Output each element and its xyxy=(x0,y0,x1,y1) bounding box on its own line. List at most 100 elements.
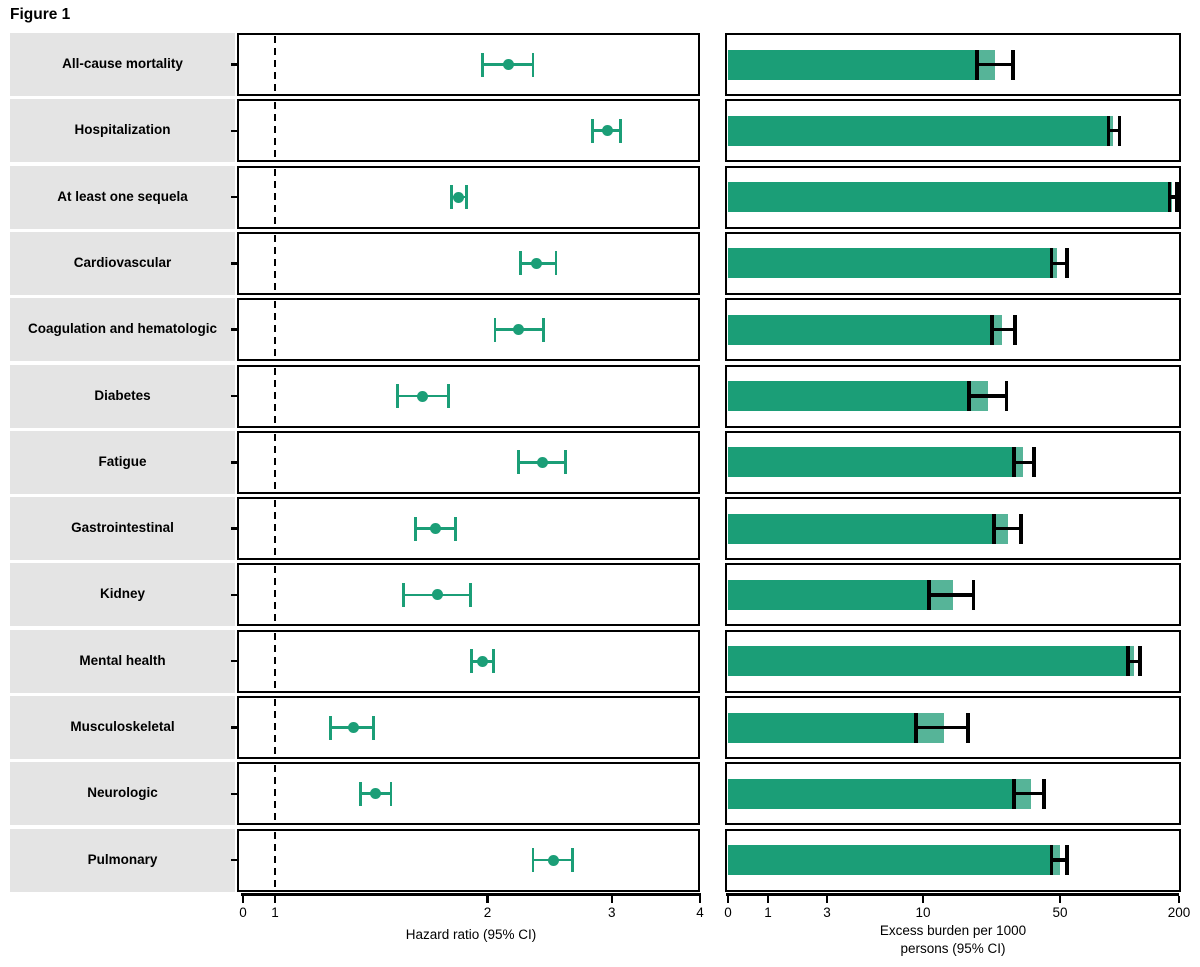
hr-panel-row xyxy=(237,430,700,494)
burden-ci-cap-left xyxy=(975,49,980,80)
hr-reference-line xyxy=(273,632,277,690)
hr-panel-row xyxy=(237,165,700,229)
row-axis-tick xyxy=(231,262,240,265)
outcome-label: Diabetes xyxy=(10,364,235,428)
hr-panel-row xyxy=(237,298,700,362)
burden-ci-cap-right xyxy=(1117,115,1122,146)
burden-ci-cap-left xyxy=(926,579,931,610)
row-axis-tick xyxy=(231,63,240,66)
burden-ci-cap-right xyxy=(971,579,976,610)
burden-axis-tick-label: 0 xyxy=(724,905,732,920)
burden-bar xyxy=(728,778,1031,809)
hr-ci-cap-left xyxy=(358,781,362,806)
hr-axis-tick xyxy=(610,895,614,903)
hr-ci-cap-right xyxy=(541,317,545,342)
burden-ci-cap-right xyxy=(1013,314,1017,345)
burden-axis-title: Excess burden per 1000 persons (95% CI) xyxy=(753,922,1153,957)
hr-ci-cap-right xyxy=(446,384,450,408)
burden-ci-cap-left xyxy=(1012,778,1017,809)
burden-axis-title-line2: persons (95% CI) xyxy=(900,940,1006,956)
row-axis-tick xyxy=(231,858,240,862)
hr-ci-cap-left xyxy=(481,52,485,77)
hr-point-marker xyxy=(430,523,442,535)
burden-bar xyxy=(728,381,989,411)
hr-ci-cap-left xyxy=(329,715,333,740)
outcome-label: Cardiovascular xyxy=(10,231,235,295)
burden-ci-cap-left xyxy=(1125,646,1130,677)
burden-bar xyxy=(728,712,944,743)
hr-panel-row xyxy=(237,364,700,428)
hr-point-marker xyxy=(547,854,559,866)
row-axis-tick xyxy=(231,726,240,729)
hr-panel-row xyxy=(237,497,700,561)
hr-ci-cap-left xyxy=(395,384,399,408)
hr-reference-line xyxy=(273,566,277,624)
burden-axis-tick-label: 3 xyxy=(823,905,831,920)
burden-ci-cap-right xyxy=(1065,845,1070,876)
burden-bar xyxy=(728,248,1058,279)
hr-panel-row xyxy=(237,828,700,892)
hr-ci-cap-left xyxy=(516,450,520,475)
hr-reference-line xyxy=(273,301,277,359)
hr-ci-cap-right xyxy=(571,848,574,873)
hr-ci-cap-right xyxy=(372,715,376,740)
hr-axis-line xyxy=(241,893,701,896)
burden-axis-tick xyxy=(766,895,770,903)
outcome-label: Musculoskeletal xyxy=(10,696,235,759)
hr-axis-tick-label: 0 xyxy=(239,905,247,920)
burden-ci-cap-right xyxy=(1042,778,1047,809)
burden-ci-cap-left xyxy=(1049,248,1054,279)
burden-axis-tick xyxy=(1058,895,1062,903)
burden-ci-cap-right xyxy=(1032,447,1036,478)
outcome-label: Pulmonary xyxy=(10,828,235,892)
hr-ci-cap-left xyxy=(413,516,417,541)
hr-panel-row xyxy=(237,231,700,295)
burden-axis-tick-label: 50 xyxy=(1052,905,1068,920)
hr-axis-tick-label: 2 xyxy=(483,905,492,920)
hr-panel-row xyxy=(237,629,700,693)
burden-bar xyxy=(728,447,1024,478)
hr-ci-cap-left xyxy=(401,582,405,607)
burden-bar xyxy=(728,845,1060,876)
outcome-label: At least one sequela xyxy=(10,165,235,229)
burden-ci-line xyxy=(1051,261,1067,266)
hr-reference-line xyxy=(273,234,277,292)
burden-ci-line xyxy=(916,725,969,730)
hr-point-marker xyxy=(477,655,489,667)
burden-ci-line xyxy=(928,593,974,597)
hr-ci-cap-left xyxy=(450,185,454,210)
hr-axis-title: Hazard ratio (95% CI) xyxy=(405,927,537,942)
hr-point-marker xyxy=(417,390,429,402)
hr-point-marker xyxy=(347,722,359,733)
burden-axis-tick xyxy=(825,895,829,903)
burden-ci-cap-left xyxy=(989,314,994,345)
burden-bar xyxy=(728,579,953,610)
burden-ci-cap-left xyxy=(1049,845,1054,876)
hr-reference-line xyxy=(273,36,277,93)
hr-reference-line xyxy=(273,367,277,425)
hr-ci-cap-right xyxy=(619,118,623,143)
hr-point-marker xyxy=(502,59,514,70)
hr-axis-tick xyxy=(698,895,702,903)
hr-axis-tick xyxy=(241,895,245,903)
outcome-label: Mental health xyxy=(10,629,235,693)
outcome-label: Gastrointestinal xyxy=(10,497,235,561)
outcome-label: Hospitalization xyxy=(10,99,235,163)
burden-ci-line xyxy=(1013,460,1034,464)
burden-ci-line xyxy=(977,62,1014,67)
burden-ci-line xyxy=(1051,858,1068,862)
burden-ci-cap-right xyxy=(1011,49,1015,80)
burden-axis-tick xyxy=(1177,895,1181,903)
hr-reference-line xyxy=(273,102,277,160)
burden-bar xyxy=(728,646,1134,677)
hr-ci-cap-right xyxy=(453,516,457,541)
hr-panel-row xyxy=(237,99,700,163)
hr-ci-cap-left xyxy=(493,317,497,342)
row-axis-tick xyxy=(231,527,240,530)
burden-axis-tick xyxy=(921,895,925,903)
burden-ci-cap-right xyxy=(1138,646,1142,677)
burden-ci-line xyxy=(991,328,1016,332)
hr-ci-cap-right xyxy=(531,52,535,77)
row-axis-tick xyxy=(231,461,240,464)
